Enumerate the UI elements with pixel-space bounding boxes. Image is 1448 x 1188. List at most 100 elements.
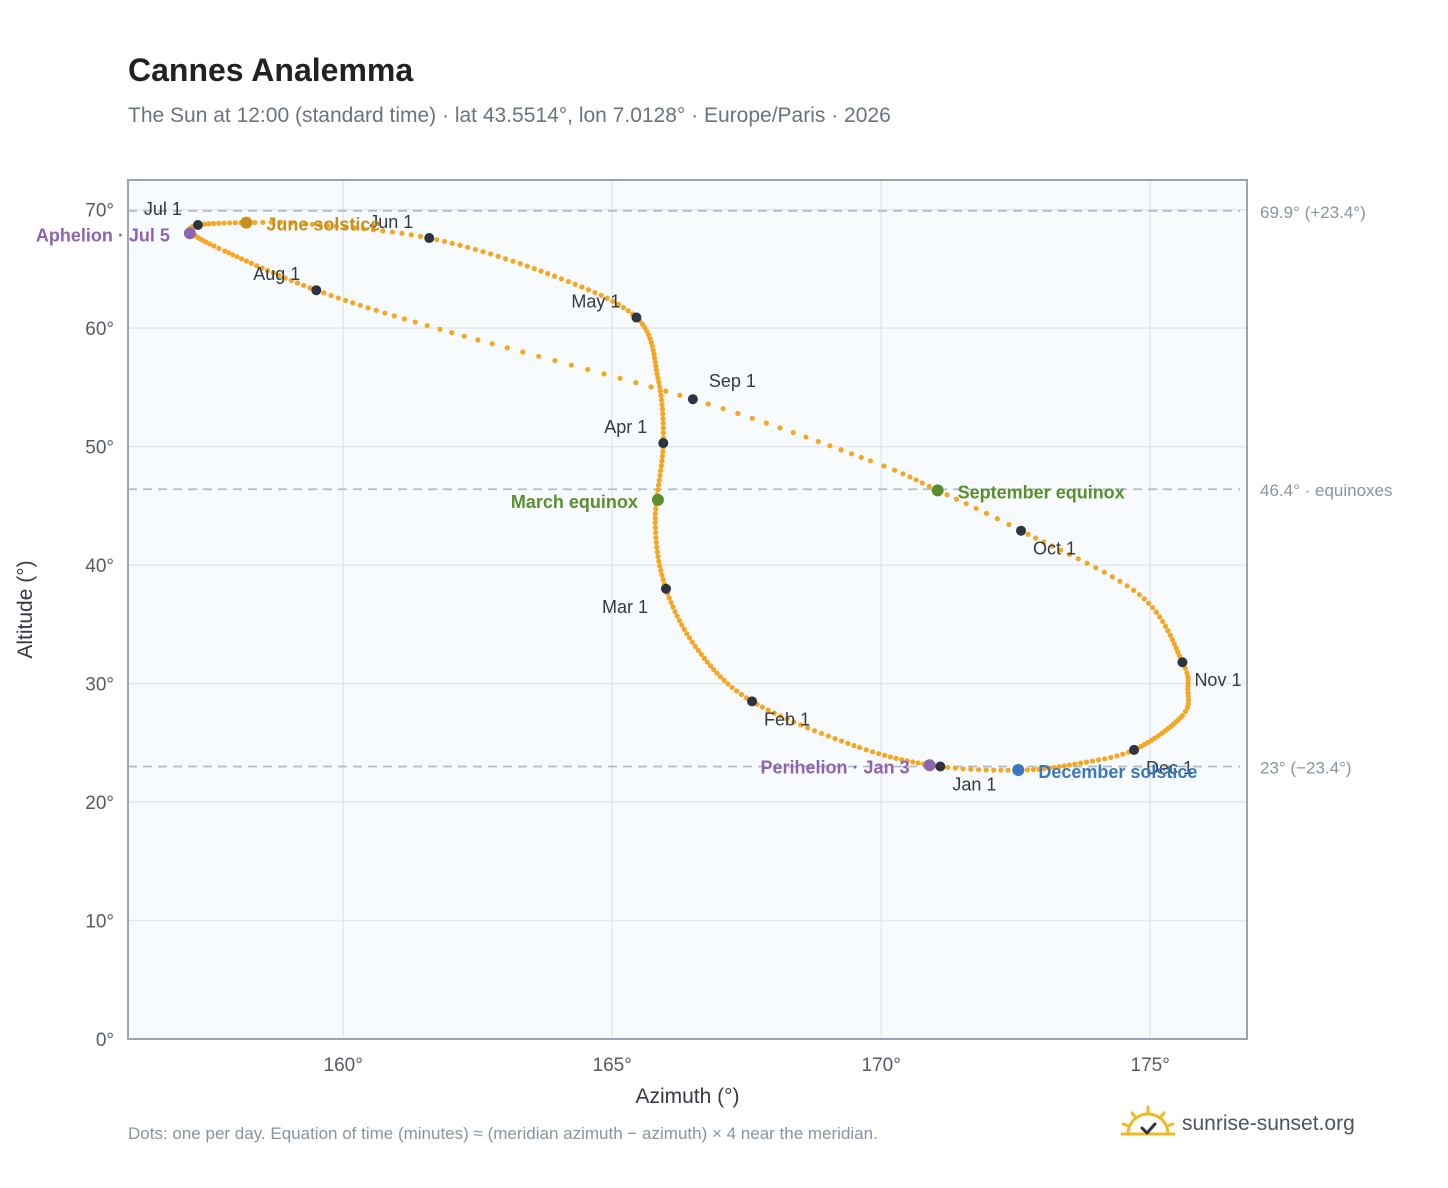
day-dot xyxy=(738,691,744,697)
day-dot xyxy=(656,558,662,564)
day-dot xyxy=(531,266,537,272)
day-dot xyxy=(1083,759,1090,765)
day-dot xyxy=(705,401,711,407)
day-dot xyxy=(983,510,990,516)
day-dot xyxy=(851,742,857,749)
event-marker xyxy=(240,216,253,229)
day-dot xyxy=(825,733,831,739)
day-dot xyxy=(701,655,707,661)
y-tick-label: 40° xyxy=(85,556,114,577)
day-dot xyxy=(654,549,660,555)
day-dot xyxy=(461,333,467,339)
day-dot xyxy=(803,434,809,440)
day-dot xyxy=(254,263,260,269)
day-dot xyxy=(216,220,222,226)
day-dot xyxy=(1136,592,1143,598)
chart-subtitle: The Sun at 12:00 (standard time) · lat 4… xyxy=(128,104,891,127)
day-dot xyxy=(876,751,882,757)
day-dot xyxy=(333,223,339,229)
brand-logo[interactable]: sunrise-sunset.org xyxy=(1120,1104,1355,1144)
day-dot xyxy=(681,626,687,632)
day-dot xyxy=(652,519,658,526)
reference-line-label: 23° (−23.4°) xyxy=(1260,758,1352,777)
month-label: Oct 1 xyxy=(1033,539,1076,559)
day-dot xyxy=(684,631,690,637)
day-dot xyxy=(226,250,232,256)
day-dot xyxy=(301,282,307,289)
y-tick-label: 0° xyxy=(96,1030,114,1051)
day-dot xyxy=(412,319,418,325)
day-dot xyxy=(350,300,356,306)
day-dot xyxy=(887,754,894,760)
day-dot xyxy=(1141,596,1147,602)
day-dot xyxy=(206,221,212,227)
day-dot xyxy=(845,740,851,746)
event-label: March equinox xyxy=(511,492,638,512)
day-dot xyxy=(1146,600,1152,606)
day-dot xyxy=(221,220,227,226)
event-marker xyxy=(651,493,664,506)
day-dot xyxy=(1025,531,1031,537)
day-dot xyxy=(777,713,784,719)
day-dot xyxy=(692,643,698,649)
month-label: May 1 xyxy=(571,291,620,311)
day-dot xyxy=(910,759,916,765)
day-dot xyxy=(721,677,727,683)
day-dot xyxy=(1084,560,1090,566)
day-dot xyxy=(211,220,217,227)
day-dot xyxy=(495,253,501,259)
day-dot xyxy=(919,480,925,486)
month-marker xyxy=(687,394,698,405)
day-dot xyxy=(676,617,683,624)
day-dot xyxy=(913,477,919,483)
month-marker xyxy=(311,285,322,296)
day-dot xyxy=(815,438,821,445)
day-dot xyxy=(317,222,323,228)
month-label: Nov 1 xyxy=(1194,670,1241,690)
day-dot xyxy=(652,510,658,517)
day-dot xyxy=(604,295,610,301)
event-marker xyxy=(1012,764,1025,777)
day-dot xyxy=(848,451,855,457)
day-dot xyxy=(1120,751,1126,757)
month-marker xyxy=(747,696,758,707)
day-dot xyxy=(953,496,960,502)
day-dot xyxy=(698,651,704,657)
day-dot xyxy=(335,295,341,301)
day-dot xyxy=(504,345,510,351)
day-dot xyxy=(666,595,672,601)
day-dot xyxy=(1089,758,1096,764)
day-dot xyxy=(654,371,660,377)
y-tick-label: 30° xyxy=(85,675,114,696)
day-dot xyxy=(243,258,250,264)
day-dot xyxy=(660,425,666,431)
day-dot xyxy=(652,524,658,531)
day-dot xyxy=(399,230,405,236)
day-dot xyxy=(656,477,662,483)
day-dot xyxy=(907,474,913,480)
day-dot xyxy=(1005,767,1011,773)
day-dot xyxy=(975,767,982,773)
reference-line-label: 46.4° · equinoxes xyxy=(1260,481,1393,500)
day-dot xyxy=(1162,623,1169,629)
day-dot xyxy=(260,219,266,225)
day-dot xyxy=(704,659,710,665)
day-dot xyxy=(408,232,414,238)
event-label: September equinox xyxy=(958,482,1125,502)
day-dot xyxy=(289,220,295,226)
day-dot xyxy=(653,363,659,369)
day-dot xyxy=(536,353,542,359)
day-dot xyxy=(227,220,233,226)
day-dot xyxy=(765,707,771,713)
day-dot xyxy=(307,285,313,291)
day-dot xyxy=(1049,543,1055,549)
day-dot xyxy=(915,760,921,766)
month-marker xyxy=(935,761,946,772)
day-dot xyxy=(679,622,685,628)
chart-footnote: Dots: one per day. Equation of time (min… xyxy=(128,1124,878,1143)
day-dot xyxy=(489,341,495,347)
day-dot xyxy=(230,252,236,258)
day-dot xyxy=(424,322,430,329)
day-dot xyxy=(585,287,592,293)
day-dot xyxy=(904,758,910,764)
